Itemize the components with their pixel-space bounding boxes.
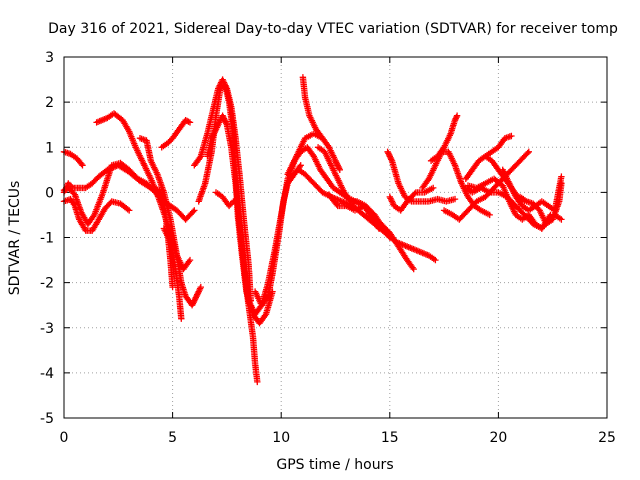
- y-tick-label: -2: [40, 276, 54, 292]
- y-tick-label: 1: [45, 140, 54, 156]
- data-point-markers: [251, 162, 304, 309]
- data-point-markers: [160, 225, 185, 322]
- series-track-26: [440, 148, 532, 223]
- x-tick-label: 25: [598, 430, 616, 446]
- y-tick-label: -5: [40, 411, 54, 427]
- series-track-23: [419, 148, 493, 219]
- series-track-19: [325, 191, 383, 232]
- y-axis-label: SDTVAR / TECUs: [7, 181, 23, 296]
- data-point-markers: [191, 76, 254, 304]
- data-point-markers: [482, 132, 515, 160]
- series-track-14: [251, 162, 304, 309]
- x-tick-label: 10: [272, 430, 290, 446]
- x-tick-label: 5: [168, 430, 177, 446]
- data-point-markers: [419, 148, 493, 219]
- plot-frame: [63, 56, 608, 419]
- y-tick-label: 3: [45, 50, 54, 66]
- data-point-markers: [136, 135, 204, 309]
- x-tick-label: 0: [60, 430, 69, 446]
- series-track-15: [299, 74, 343, 173]
- series-track-25: [482, 132, 515, 160]
- y-tick-label: -1: [40, 231, 54, 247]
- x-tick-label: 20: [489, 430, 507, 446]
- series-track-21: [384, 148, 459, 205]
- x-tick-labels: 0 5 10 15 20 25: [60, 430, 616, 446]
- y-tick-label: 2: [45, 95, 54, 111]
- y-tick-label: 0: [45, 185, 54, 201]
- data-point-markers: [325, 191, 383, 232]
- y-tick-label: -4: [40, 366, 54, 382]
- data-point-markers: [158, 117, 194, 151]
- series-track-8: [158, 117, 194, 151]
- data-point-markers: [212, 189, 237, 210]
- series-track-6: [136, 135, 204, 309]
- data-point-markers: [516, 180, 565, 228]
- plot-area: [60, 74, 565, 386]
- data-point-markers: [384, 148, 459, 205]
- x-axis-label: GPS time / hours: [276, 457, 393, 473]
- series-track-13: [212, 189, 237, 210]
- series-track-30: [516, 180, 565, 228]
- chart-title: Day 316 of 2021, Sidereal Day-to-day VTE…: [48, 21, 618, 37]
- series-track-7: [160, 225, 185, 322]
- y-tick-label: -3: [40, 321, 54, 337]
- series-track-10: [191, 76, 254, 304]
- data-point-markers: [299, 74, 343, 173]
- x-tick-label: 15: [381, 430, 399, 446]
- data-point-markers: [440, 148, 532, 223]
- y-tick-labels: -5 -4 -3 -2 -1 0 1 2 3: [40, 50, 54, 427]
